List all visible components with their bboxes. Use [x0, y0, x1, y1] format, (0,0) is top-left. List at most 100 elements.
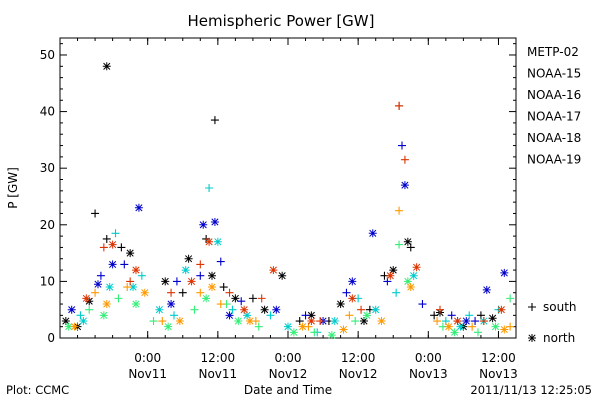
y-tick-label: 40 [40, 105, 55, 119]
point-south-noaa-19 [126, 277, 135, 286]
point-south-noaa-16 [465, 311, 474, 320]
point-north-noaa-15 [482, 285, 491, 294]
point-south-metp-02 [102, 234, 111, 243]
point-north-noaa-19 [240, 305, 249, 314]
point-north-metp-02 [260, 305, 269, 314]
point-north-noaa-15 [225, 311, 234, 320]
point-south-noaa-18 [433, 317, 442, 326]
x-tick-labels: 0:00 Nov11 12:00 Nov11 0:00 Nov12 12:00 Nov12 0:… [128, 351, 517, 381]
point-south-metp-02 [248, 294, 257, 303]
point-north-noaa-17 [491, 322, 500, 331]
point-north-noaa-18 [70, 322, 79, 331]
point-south-noaa-19 [316, 317, 325, 326]
point-north-noaa-16 [284, 322, 292, 331]
point-north-noaa-15 [462, 317, 471, 326]
x-tick-time-label: 0:00 [275, 351, 302, 365]
point-north-noaa-19 [412, 263, 421, 272]
point-north-metp-02 [403, 237, 412, 246]
point-south-noaa-15 [96, 271, 105, 280]
point-north-noaa-17 [362, 311, 371, 320]
y-tick-label: 10 [40, 274, 55, 288]
point-south-noaa-18 [123, 283, 132, 292]
x-tick-date-label: Nov13 [479, 367, 518, 381]
point-north-noaa-15 [167, 300, 176, 309]
point-south-noaa-16 [137, 271, 146, 280]
point-south-noaa-19 [99, 243, 108, 252]
point-north-noaa-15 [94, 280, 102, 289]
point-south-noaa-18 [91, 288, 100, 297]
point-north-metp-02 [389, 266, 398, 275]
point-north-noaa-19 [269, 266, 278, 275]
point-north-noaa-16 [409, 271, 418, 280]
point-south-noaa-17 [506, 294, 515, 303]
point-north-noaa-19 [82, 294, 91, 303]
point-south-metp-02 [178, 288, 187, 297]
chart-title: Hemispheric Power [GW] [188, 12, 375, 30]
point-north-noaa-16 [213, 237, 222, 246]
point-south-noaa-18 [196, 288, 205, 297]
point-south-noaa-15 [418, 300, 427, 309]
point-north-noaa-18 [406, 283, 415, 292]
point-south-noaa-19 [167, 288, 176, 297]
point-north-metp-02 [336, 300, 345, 309]
point-south-noaa-15 [196, 271, 205, 280]
marker-legend-plus-icon [528, 303, 536, 311]
x-tick-date-label: Nov12 [269, 367, 308, 381]
y-tick-label: 30 [40, 161, 55, 175]
plot-credit: Plot: CCMC [6, 383, 69, 397]
point-north-noaa-15 [348, 277, 357, 286]
point-south-noaa-15 [237, 297, 246, 306]
x-tick-time-label: 0:00 [134, 351, 161, 365]
point-north-noaa-19 [108, 240, 117, 249]
axis-ticks [59, 38, 517, 339]
point-north-noaa-15 [199, 220, 208, 229]
point-north-metp-02 [161, 277, 170, 286]
point-south-noaa-17 [351, 317, 360, 326]
point-south-noaa-15 [301, 311, 310, 320]
point-south-noaa-16 [392, 288, 401, 297]
x-tick-date-label: Nov11 [128, 367, 167, 381]
point-north-noaa-16 [243, 311, 252, 320]
legend-item-noaa-19: NOAA-19 [527, 153, 581, 167]
y-tick-label: 20 [40, 218, 55, 232]
point-north-noaa-17 [64, 322, 73, 331]
point-north-noaa-15 [272, 305, 281, 314]
legend-item-noaa-17: NOAA-17 [527, 110, 581, 124]
point-north-noaa-17 [202, 294, 211, 303]
point-north-noaa-18 [298, 322, 307, 331]
point-south-noaa-17 [190, 305, 199, 314]
point-north-metp-02 [61, 317, 70, 326]
data-points [61, 62, 515, 340]
point-north-noaa-16 [155, 305, 164, 314]
point-north-metp-02 [231, 294, 240, 303]
point-north-noaa-17 [403, 277, 412, 286]
point-north-noaa-17 [164, 322, 173, 331]
point-north-noaa-17 [132, 300, 140, 309]
x-tick-date-label: Nov11 [198, 367, 237, 381]
point-south-noaa-17 [310, 328, 319, 337]
point-south-noaa-19 [436, 305, 444, 314]
x-tick-date-label: Nov13 [409, 367, 448, 381]
x-tick-time-label: 12:00 [481, 351, 516, 365]
point-north-noaa-17 [99, 311, 108, 320]
point-south-noaa-17 [149, 317, 158, 326]
x-tick-date-label: Nov12 [339, 367, 378, 381]
point-north-noaa-17 [289, 328, 298, 337]
point-south-noaa-16 [205, 184, 214, 192]
marker-legend-label: north [543, 331, 575, 345]
point-south-noaa-17 [85, 305, 94, 314]
marker-legend: south north [528, 300, 577, 345]
point-north-noaa-15 [500, 268, 509, 277]
point-south-noaa-17 [474, 328, 482, 337]
point-south-noaa-15 [471, 317, 480, 326]
point-north-noaa-15 [108, 260, 117, 269]
point-north-noaa-18 [444, 322, 453, 331]
point-north-metp-02 [184, 254, 193, 263]
point-south-noaa-19 [400, 155, 409, 164]
point-north-noaa-19 [307, 317, 316, 326]
marker-legend-label: south [543, 300, 577, 314]
point-south-noaa-15 [120, 260, 129, 269]
point-south-noaa-16 [228, 305, 237, 314]
point-south-noaa-19 [479, 317, 488, 326]
